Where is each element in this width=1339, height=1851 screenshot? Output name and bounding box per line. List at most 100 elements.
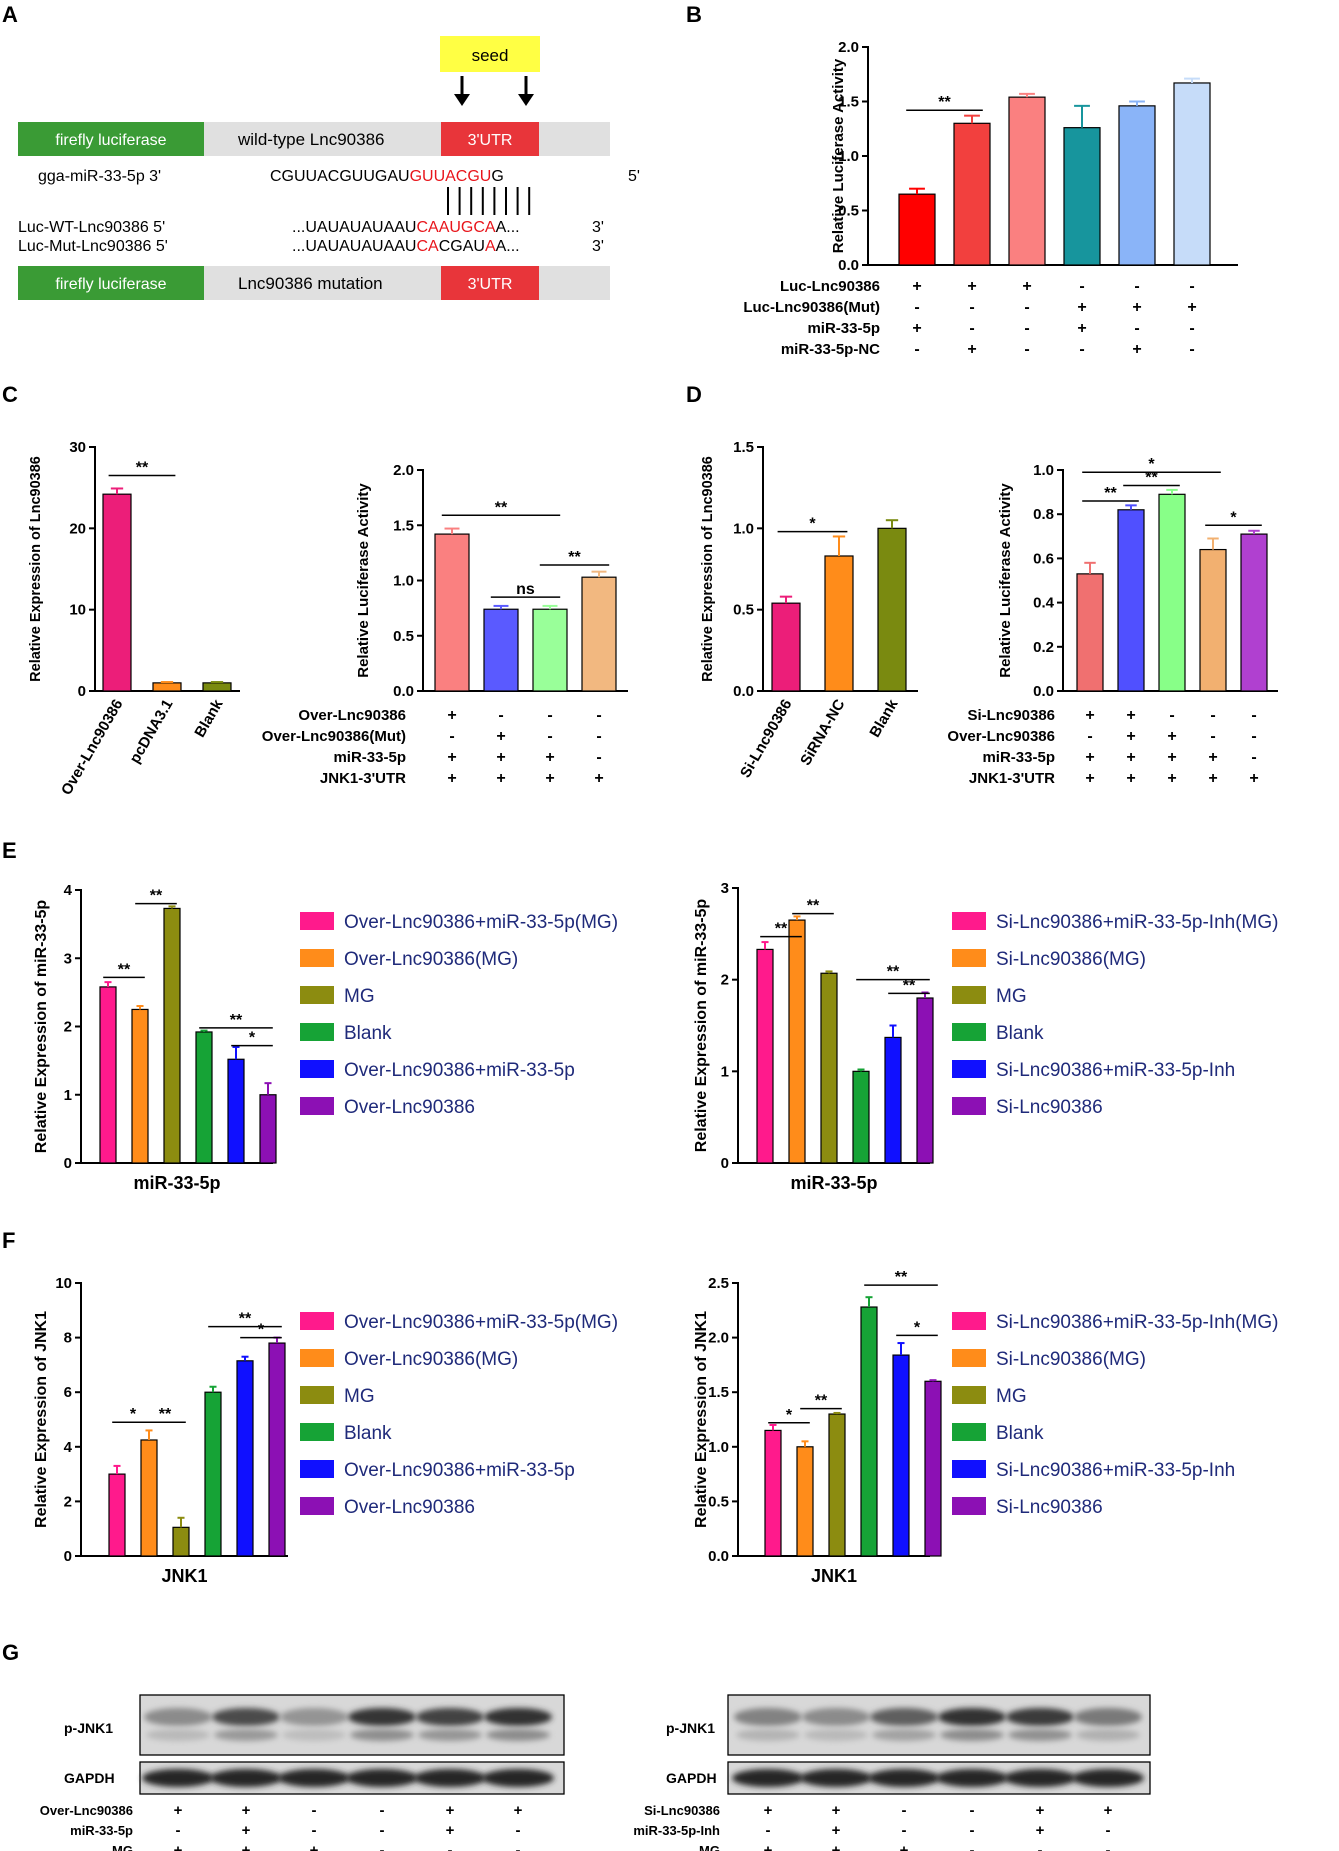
condition-sign: + [447, 749, 456, 766]
mut-seq-part-5: A... [496, 238, 520, 255]
bar [195, 1031, 213, 1164]
blot-condition-sign: - [902, 1802, 907, 1819]
y-tick-label: 4 [64, 882, 73, 899]
y-tick-label: 0.0 [393, 683, 414, 700]
legend-swatch [300, 949, 334, 967]
mirna-seq-seed: GUUACGU [410, 168, 492, 185]
bar [204, 1391, 222, 1557]
significance-label: ** [150, 888, 163, 905]
condition-sign: - [596, 749, 601, 766]
y-tick-label: 0 [78, 683, 86, 700]
pjnk1-band-lower [146, 1729, 210, 1741]
significance-label: * [1148, 456, 1155, 473]
legend-swatch [300, 1497, 334, 1515]
bar [1173, 82, 1211, 266]
condition-row-label: Over-Lnc90386 [298, 707, 406, 724]
y-axis-label: Relative Luciferase Activity [355, 483, 372, 678]
bar [892, 1354, 910, 1557]
condition-sign: + [1187, 299, 1196, 316]
mut-seq-part-2: CA [416, 238, 439, 255]
condition-row-label: miR-33-5p [333, 749, 406, 766]
blot-condition-sign: + [310, 1842, 319, 1851]
legend-label: Si-Lnc90386 [996, 1097, 1103, 1118]
pjnk1-band [212, 1708, 280, 1726]
condition-sign: + [447, 770, 456, 787]
blot-condition-sign: - [1106, 1822, 1111, 1839]
bar [140, 1439, 158, 1557]
mut-label: Luc-Mut-Lnc90386 5' [18, 238, 168, 255]
significance-label: ** [239, 1311, 252, 1328]
legend-label: Over-Lnc90386+miR-33-5p [344, 1060, 575, 1081]
condition-sign: + [1126, 728, 1135, 745]
legend-label: Blank [996, 1423, 1044, 1444]
condition-sign: + [1077, 299, 1086, 316]
panel-letter-a: A [2, 2, 18, 27]
legend-swatch [300, 986, 334, 1004]
gapdh-band [936, 1769, 1008, 1787]
blot-condition-sign: - [902, 1822, 907, 1839]
y-tick-label: 1.0 [733, 520, 754, 537]
condition-sign: + [1126, 770, 1135, 787]
y-tick-label: 0.4 [1033, 595, 1055, 612]
blot-condition-sign: + [174, 1842, 183, 1851]
blot-condition-sign: - [516, 1842, 521, 1851]
condition-sign: + [1167, 728, 1176, 745]
gapdh-band [278, 1769, 350, 1787]
condition-sign: - [449, 728, 454, 745]
legend-label: Over-Lnc90386 [344, 1497, 475, 1518]
condition-sign: - [1024, 341, 1029, 358]
y-tick-label: 10 [69, 602, 86, 619]
blot-condition-label: miR-33-5p [70, 1823, 133, 1838]
condition-row-label: JNK1-3'UTR [320, 770, 406, 787]
significance-label: ** [568, 549, 581, 566]
y-axis-label: Relative Expression of miR-33-5p [33, 900, 50, 1154]
seed-label: seed [472, 46, 509, 65]
y-tick-label: 0.0 [1033, 683, 1054, 700]
seed-arrow-left [454, 76, 470, 106]
legend-swatch [952, 1060, 986, 1078]
gapdh-band [142, 1769, 214, 1787]
condition-sign: + [912, 320, 921, 337]
blot-condition-sign: - [1106, 1842, 1111, 1851]
western-blot-right: p-JNK1 GAPDH Si-Lnc90386 + + - - + + miR-33-5p-In… [633, 1694, 1151, 1851]
condition-sign: + [545, 749, 554, 766]
condition-row-label: Luc-Lnc90386 [780, 278, 880, 295]
bar [860, 1306, 878, 1557]
condition-sign: - [1079, 278, 1084, 295]
legend-label: Si-Lnc90386+miR-33-5p-Inh [996, 1060, 1235, 1081]
bar [796, 1446, 814, 1557]
significance-label: ** [775, 921, 788, 938]
blot-condition-sign: - [448, 1842, 453, 1851]
condition-sign: + [1167, 749, 1176, 766]
legend-swatch [952, 1023, 986, 1041]
y-tick-label: 1.5 [838, 94, 859, 111]
y-tick-label: 10 [55, 1275, 72, 1292]
bar [163, 907, 181, 1164]
significance-label: ns [516, 581, 535, 598]
significance-label: * [249, 1030, 256, 1047]
condition-sign: - [596, 728, 601, 745]
legend-swatch [952, 1312, 986, 1330]
legend-swatch [952, 912, 986, 930]
wt-seq-start: ...UAUAUAUAAU [292, 219, 416, 236]
blot-condition-sign: + [1036, 1802, 1045, 1819]
gapdh-band [868, 1769, 940, 1787]
y-tick-label: 1.0 [1033, 462, 1054, 479]
blot-condition-sign: - [380, 1802, 385, 1819]
condition-sign: - [1079, 341, 1084, 358]
blot-condition-sign: - [380, 1822, 385, 1839]
pjnk1-blot-frame [139, 1694, 565, 1756]
gapdh-band [210, 1769, 282, 1787]
category-label: Blank [191, 696, 226, 740]
significance-label: ** [903, 977, 916, 994]
pjnk1-band [938, 1708, 1006, 1726]
pjnk1-band [1074, 1708, 1142, 1726]
x-axis-label: miR-33-5p [790, 1173, 877, 1193]
condition-row-label: JNK1-3'UTR [969, 770, 1055, 787]
y-tick-label: 0.0 [708, 1548, 729, 1565]
gapdh-band [800, 1769, 872, 1787]
wildtype-construct-bar [204, 122, 610, 156]
condition-sign: - [969, 299, 974, 316]
legend-swatch [952, 1097, 986, 1115]
